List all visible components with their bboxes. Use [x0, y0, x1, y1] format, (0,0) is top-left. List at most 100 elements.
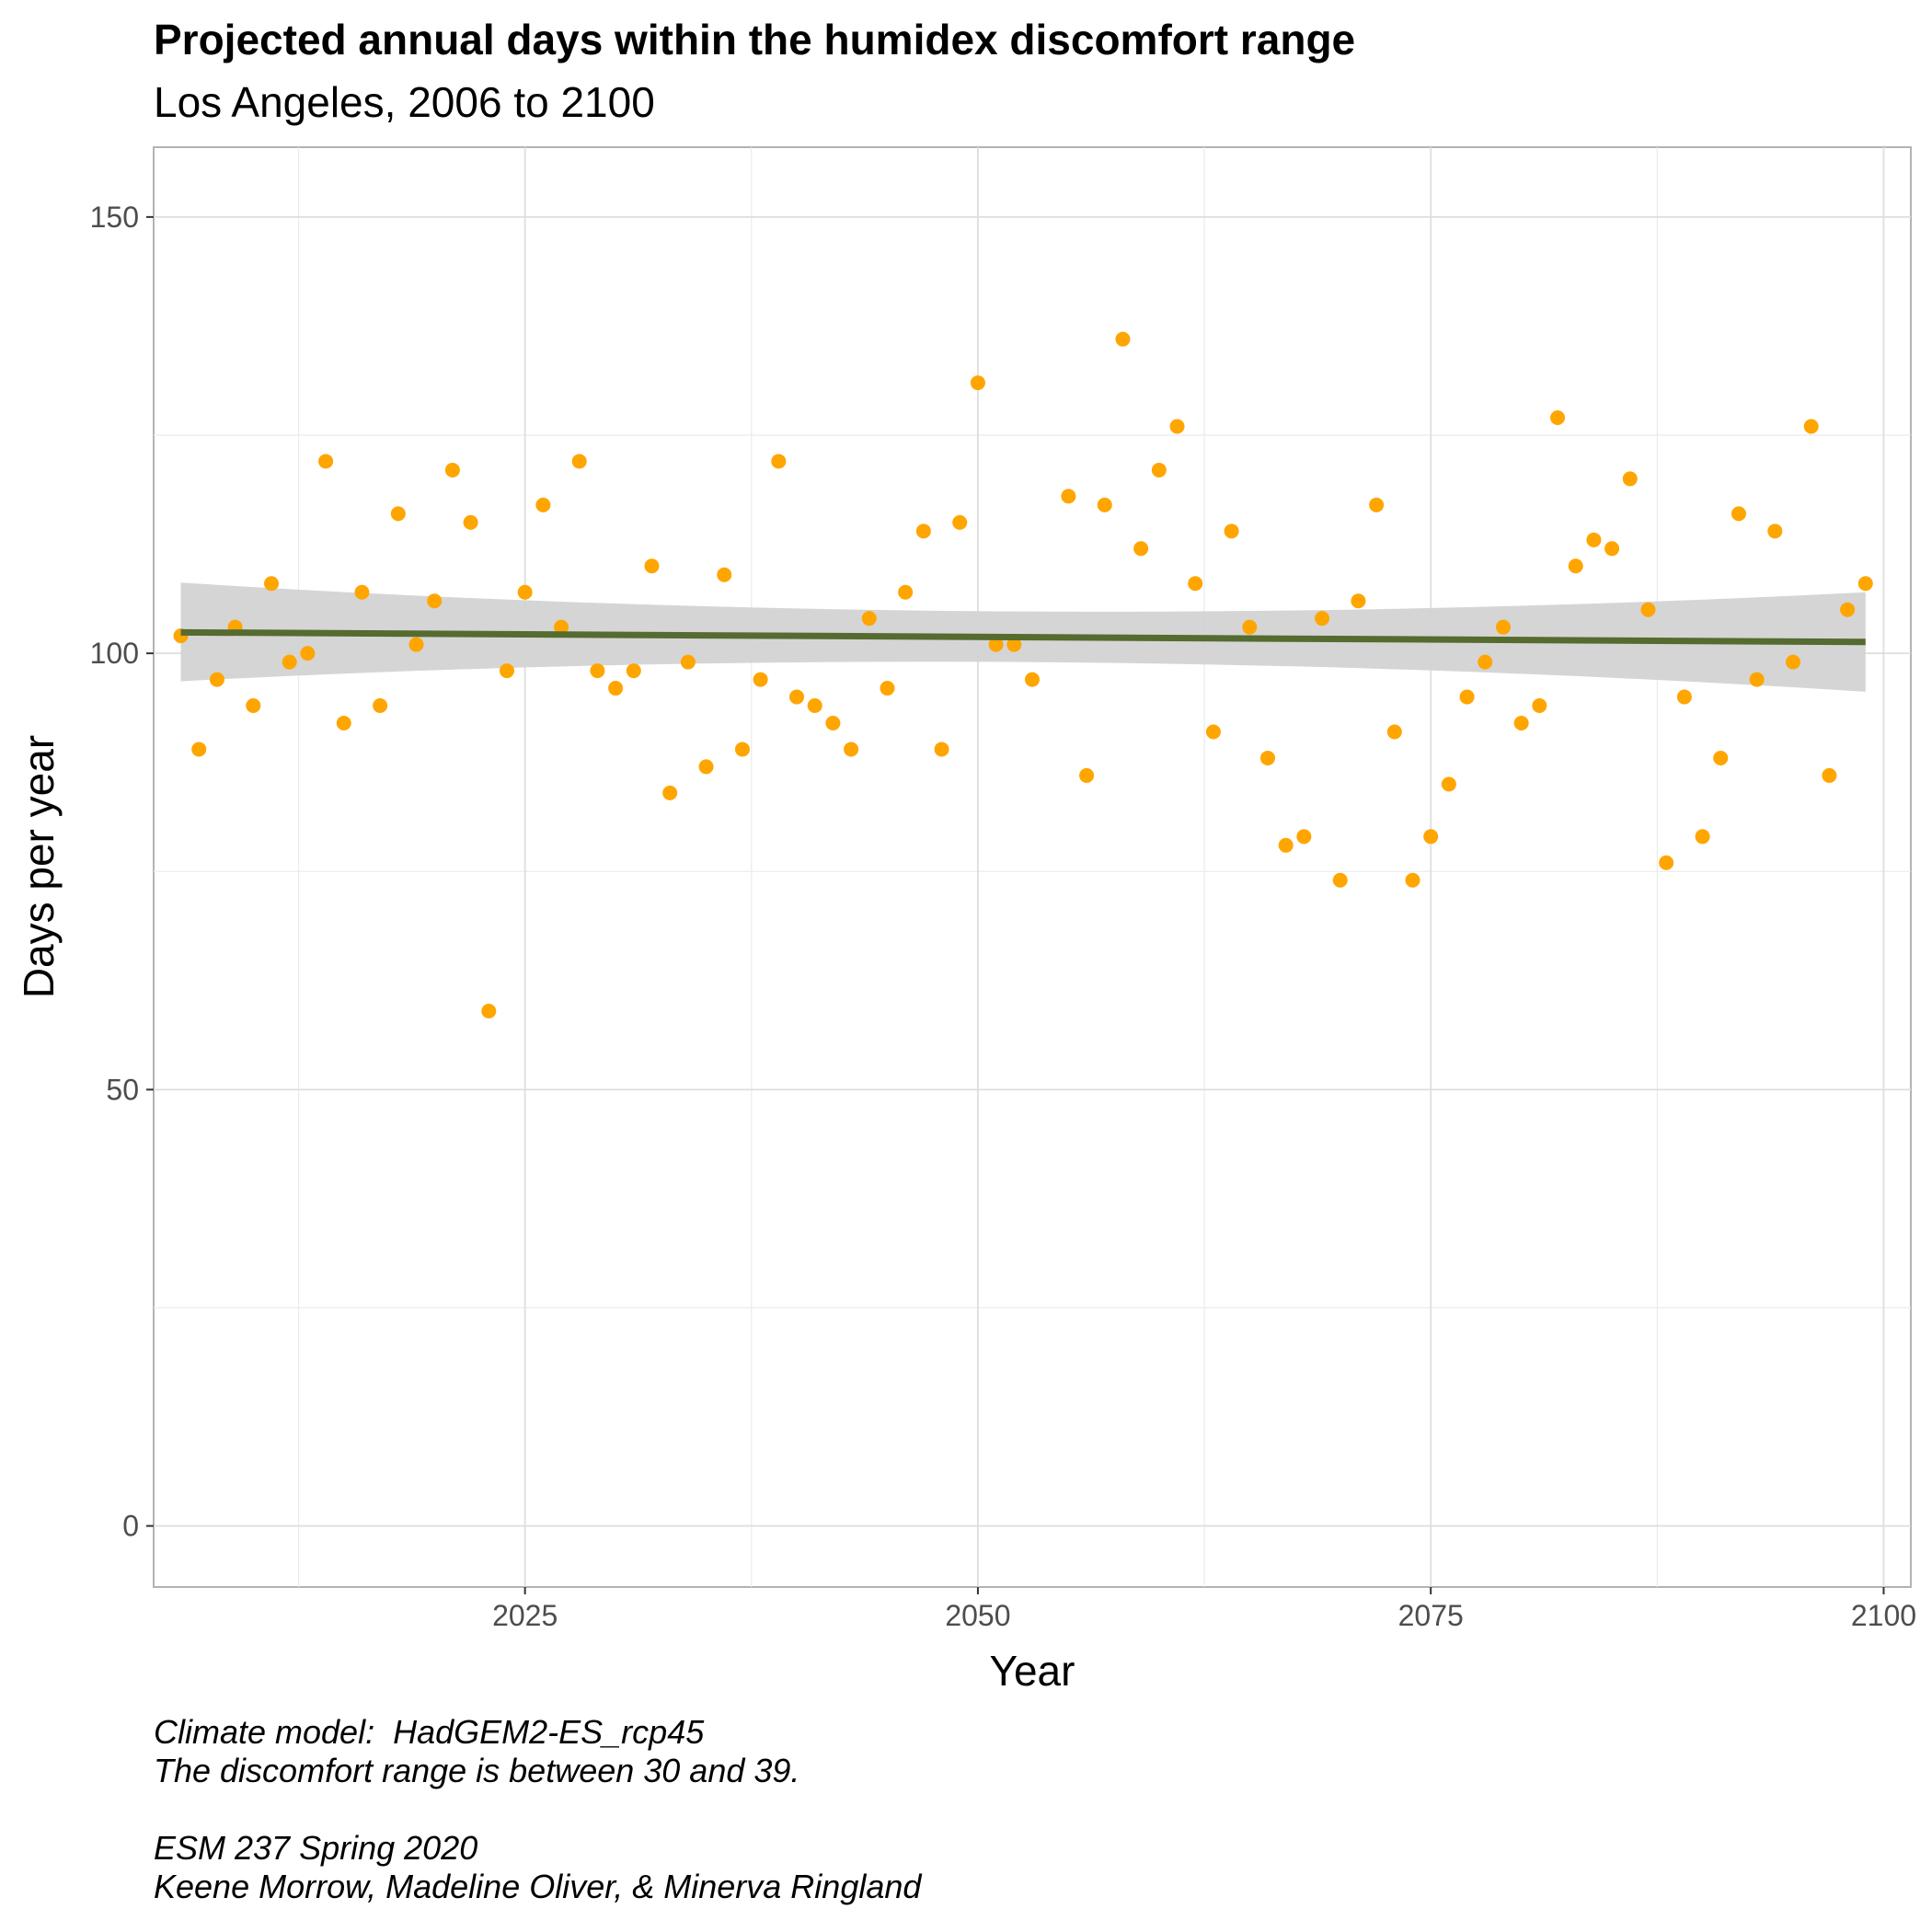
data-point [318, 454, 334, 469]
data-point [934, 742, 949, 757]
data-point [1006, 637, 1022, 652]
data-point [1133, 541, 1149, 557]
data-point [191, 742, 207, 757]
data-point [1803, 419, 1819, 434]
data-point [517, 584, 533, 600]
data-point [1151, 462, 1167, 477]
data-point [1242, 619, 1258, 635]
data-point [209, 672, 224, 687]
data-point [354, 584, 370, 600]
data-point [844, 742, 859, 757]
data-point [1659, 855, 1674, 870]
data-point [1332, 872, 1348, 888]
data-point [1822, 767, 1837, 783]
data-point [1568, 558, 1583, 574]
data-point [698, 759, 714, 775]
data-point [554, 619, 569, 635]
data-point [1586, 532, 1602, 547]
data-point [263, 576, 279, 592]
data-point [1786, 654, 1801, 670]
caption-line-blank [154, 1790, 921, 1829]
data-point [1840, 602, 1856, 617]
data-point [1278, 837, 1294, 853]
data-point [1767, 523, 1783, 539]
data-point [1025, 672, 1040, 687]
data-point [861, 611, 877, 627]
data-point [1695, 829, 1710, 845]
y-axis-ticks: 0 50 100 150 [90, 201, 154, 1543]
y-tick-label: 150 [90, 201, 139, 234]
data-point [1224, 523, 1239, 539]
data-point [988, 637, 1004, 652]
data-point [463, 514, 478, 530]
grid-major [154, 147, 1911, 1587]
data-point [915, 523, 931, 539]
data-point [246, 698, 261, 714]
caption-line-model: Climate model: HadGEM2-ES_rcp45 [154, 1713, 705, 1751]
data-point [626, 663, 641, 679]
data-point [1459, 689, 1475, 705]
data-point [571, 454, 587, 469]
data-points [173, 331, 1873, 1018]
data-point [282, 654, 297, 670]
data-point [481, 1004, 497, 1018]
data-point [1513, 716, 1529, 730]
data-point [1423, 829, 1439, 845]
data-point [1405, 872, 1420, 888]
trend-line [180, 628, 1866, 646]
y-axis-title: Days per year [15, 735, 63, 998]
data-point [408, 637, 424, 652]
data-point [1857, 576, 1873, 592]
data-point [825, 716, 841, 730]
data-point [1749, 672, 1765, 687]
data-point [1731, 506, 1746, 522]
data-point [1622, 471, 1638, 487]
caption-line-range: The discomfort range is between 30 and 3… [154, 1752, 800, 1789]
x-tick-label: 2075 [1398, 1599, 1464, 1632]
data-point [970, 375, 985, 391]
data-point [1079, 767, 1095, 783]
y-tick-label: 50 [106, 1073, 139, 1106]
data-point [300, 646, 316, 661]
x-axis-ticks: 2025 2050 2075 2100 [492, 1587, 1916, 1632]
data-point [1259, 750, 1275, 765]
x-tick-label: 2025 [492, 1599, 558, 1632]
data-point [717, 567, 732, 582]
data-point [535, 497, 551, 512]
data-point [952, 514, 968, 530]
data-point [644, 558, 660, 574]
caption-line-course: ESM 237 Spring 2020 [154, 1829, 478, 1867]
data-point [1351, 593, 1366, 609]
data-point [336, 716, 351, 730]
y-tick-label: 0 [122, 1510, 139, 1543]
data-point [789, 689, 805, 705]
chart-subtitle: Los Angeles, 2006 to 2100 [154, 78, 655, 126]
data-point [1640, 602, 1656, 617]
plot-border [153, 146, 1912, 1588]
x-axis-title: Year [990, 1647, 1075, 1695]
data-point [680, 654, 696, 670]
data-point [499, 663, 514, 679]
data-point [1188, 576, 1203, 592]
x-tick-label: 2100 [1851, 1599, 1916, 1632]
caption-line-authors: Keene Morrow, Madeline Oliver, & Minerva… [154, 1868, 922, 1905]
data-point [390, 506, 406, 522]
data-point [1315, 611, 1330, 627]
data-point [1478, 654, 1493, 670]
data-point [1386, 724, 1402, 740]
data-point [898, 584, 914, 600]
data-point [1169, 419, 1185, 434]
data-point [1296, 829, 1312, 845]
data-point [590, 663, 605, 679]
data-point [444, 462, 460, 477]
data-point [1441, 776, 1456, 792]
plot-panel: 0 50 100 150 2025 2050 2075 2100 [90, 146, 1916, 1632]
data-point [1713, 750, 1729, 765]
data-point [880, 681, 895, 696]
data-point [1061, 489, 1076, 504]
data-point [734, 742, 750, 757]
data-point [427, 593, 443, 609]
data-point [1495, 619, 1511, 635]
data-point [1550, 410, 1566, 426]
